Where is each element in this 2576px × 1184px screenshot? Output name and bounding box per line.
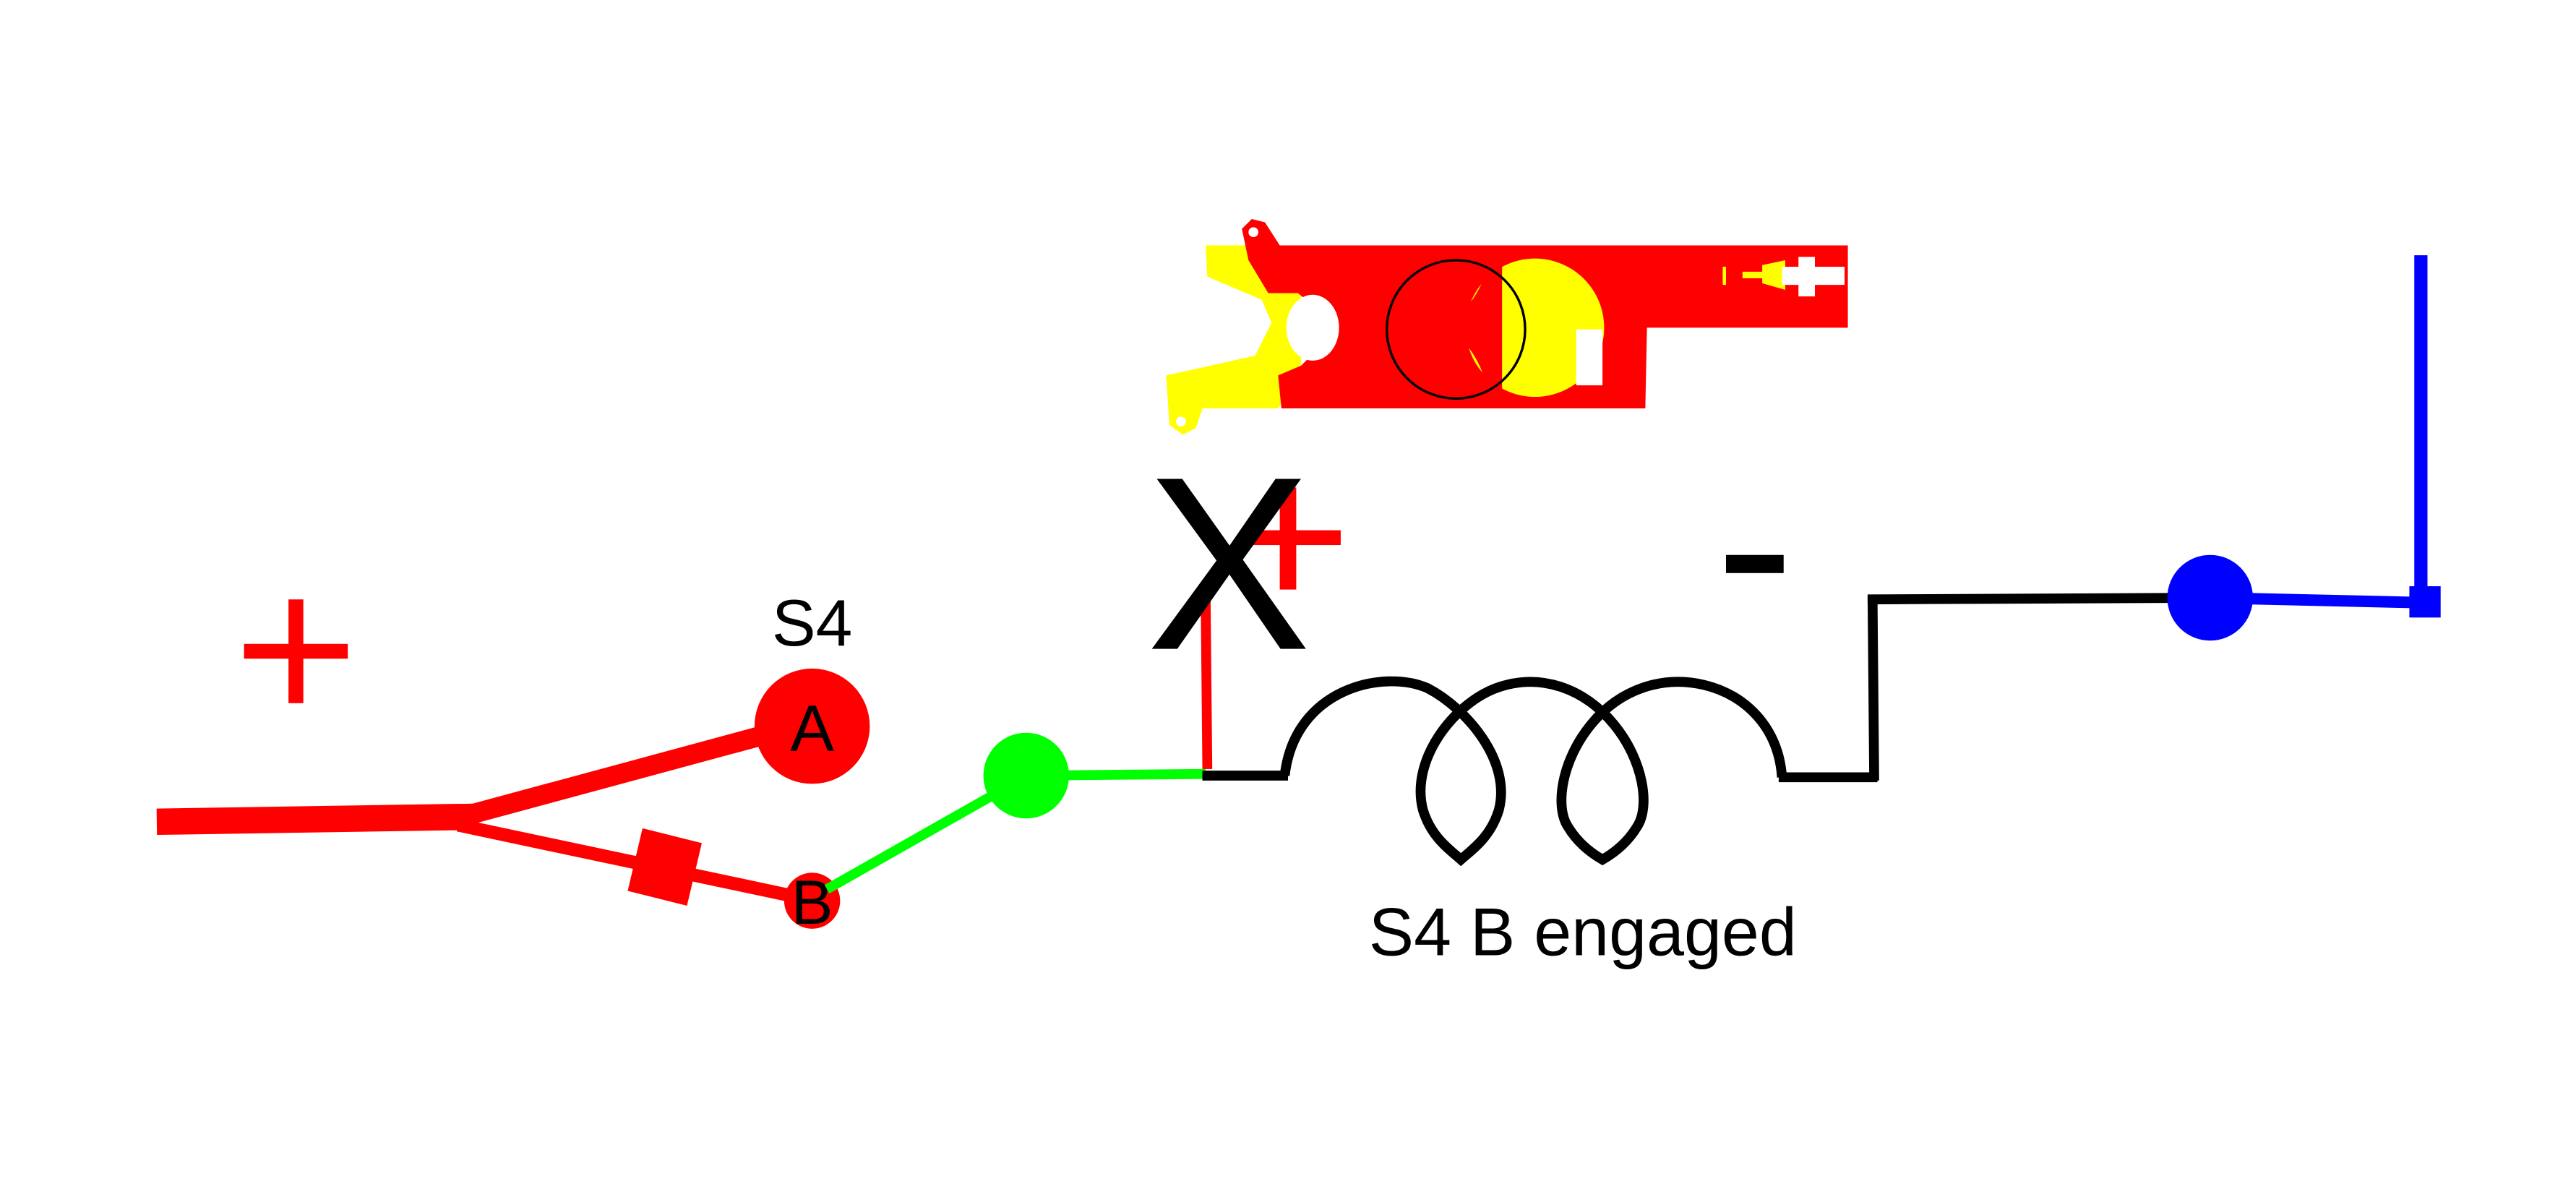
coil-minus-sign [1725,554,1784,573]
contact-b-label: B [791,868,833,938]
switch-arm-b [456,818,809,906]
switch-arm-a [465,718,794,825]
positive-feed [156,718,809,906]
relay-actuator [1166,218,1848,435]
actuator-yellow-bracket [1166,245,1302,435]
switch-blade-block [627,828,702,906]
relay-coil [1202,593,2210,867]
coil-plus-sign [1242,487,1341,590]
ground-wire [2210,255,2441,618]
feed-wire [156,803,475,836]
junction-node[interactable] [983,732,1070,819]
ground-node[interactable] [2167,554,2254,641]
contact-a[interactable] [754,668,870,784]
contact-a-label: A [790,692,834,765]
status-label: S4 B engaged [1369,893,1797,969]
switch-label: S4 [772,587,852,660]
pivot-outline [1385,259,1527,400]
coil-supply-riser [1201,601,1213,769]
left-plus-sign [244,599,348,703]
broken-connection-mark: X [1146,426,1311,702]
spring-contact [1722,257,1845,297]
